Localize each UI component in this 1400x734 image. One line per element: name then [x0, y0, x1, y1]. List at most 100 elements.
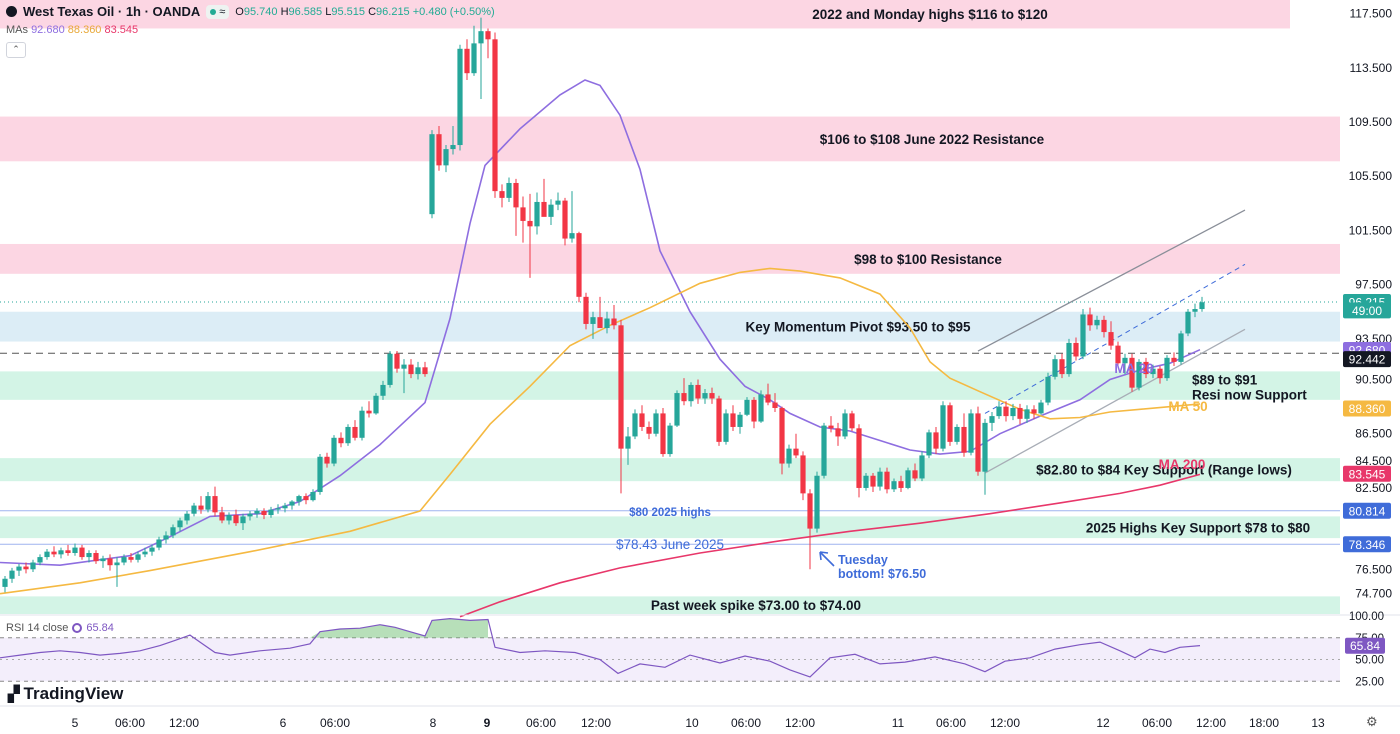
- price-tag-bg: [1343, 536, 1391, 553]
- y-tick-label: 101.500: [1349, 223, 1393, 237]
- price-tag: 49:00: [1343, 302, 1391, 319]
- candle: [177, 517, 183, 532]
- candle: [450, 126, 456, 155]
- candle-body: [135, 554, 141, 560]
- candle-body: [170, 527, 176, 536]
- candle-body: [912, 470, 918, 479]
- candle-body: [947, 405, 953, 442]
- candle: [1038, 399, 1044, 415]
- channel-middle-line: [984, 263, 1246, 414]
- candle-body: [366, 410, 372, 414]
- candle: [590, 311, 596, 339]
- candle: [317, 454, 323, 495]
- zone-resistance-2: [0, 243, 1340, 274]
- candle: [842, 409, 848, 440]
- candle: [863, 473, 869, 491]
- candle-body: [198, 505, 204, 510]
- collapse-legend-button[interactable]: ⌃: [6, 42, 26, 58]
- candle-body: [352, 426, 358, 438]
- candle-body: [247, 513, 253, 517]
- x-tick-label: 12: [1096, 716, 1110, 730]
- candle: [16, 563, 22, 577]
- annotation-tuesday-bottom: Tuesday bottom! $76.50: [838, 553, 926, 581]
- ma-line-2: [459, 473, 1201, 618]
- candle-body: [1108, 332, 1114, 346]
- candle-body: [212, 496, 218, 513]
- zone-label-0: 2022 and Monday highs $116 to $120: [812, 7, 1048, 22]
- gear-icon[interactable]: ⚙: [1366, 714, 1378, 729]
- candle-body: [555, 200, 561, 205]
- candle-body: [163, 535, 169, 540]
- candle: [464, 39, 470, 80]
- rsi-legend[interactable]: RSI 14 close 65.84: [6, 622, 114, 634]
- open-value: 95.740: [243, 5, 278, 18]
- price-tag-text: 83.545: [1349, 467, 1386, 481]
- y-tick-label: 76.500: [1355, 562, 1392, 576]
- price-tag-text: 92.442: [1349, 353, 1386, 367]
- candle: [821, 422, 827, 479]
- candle: [1066, 338, 1072, 377]
- candle-body: [751, 399, 757, 422]
- symbol-title[interactable]: West Texas Oil · 1h · OANDA: [23, 4, 201, 19]
- annotation-2025-highs: $80 2025 highs: [629, 507, 711, 519]
- candle-body: [100, 558, 106, 562]
- close-label: C: [368, 5, 377, 18]
- symbol-header[interactable]: West Texas Oil · 1h · OANDA ≈ O95.740 H9…: [6, 4, 495, 19]
- zone-resistance-1: [0, 116, 1340, 162]
- candle: [1150, 364, 1156, 379]
- price-tag: 92.442: [1343, 351, 1391, 368]
- candle-body: [744, 399, 750, 415]
- candle-body: [30, 562, 36, 570]
- candle: [170, 524, 176, 539]
- candle: [198, 496, 204, 514]
- candle: [919, 451, 925, 482]
- candle-body: [485, 31, 491, 40]
- tradingview-logo-text: TradingView: [23, 684, 124, 703]
- candle: [1115, 341, 1121, 368]
- candle: [562, 197, 568, 246]
- candle-body: [289, 501, 295, 506]
- channel-upper-line: [977, 209, 1246, 352]
- y-tick-label: 117.500: [1350, 7, 1393, 21]
- candle: [604, 311, 610, 334]
- ma-legend[interactable]: MAs 92.680 88.360 83.545: [6, 24, 138, 36]
- candle: [247, 510, 253, 521]
- candle: [975, 406, 981, 476]
- candle: [51, 546, 57, 558]
- candle-body: [562, 200, 568, 239]
- candle: [660, 407, 666, 457]
- candle-body: [1052, 359, 1058, 377]
- candle-body: [821, 425, 827, 476]
- candle-body: [653, 413, 659, 434]
- candle-body: [709, 393, 715, 399]
- candle-body: [688, 384, 694, 402]
- candle-body: [2, 578, 8, 587]
- candle: [1101, 315, 1107, 338]
- candle-body: [149, 547, 155, 552]
- candle-body: [996, 406, 1002, 417]
- candle-body: [338, 437, 344, 444]
- price-tag-text: 88.360: [1349, 402, 1386, 416]
- candle-body: [982, 422, 988, 472]
- candle-body: [1045, 376, 1051, 403]
- y-tick-label: 82.500: [1355, 481, 1392, 495]
- y-tick-label: 90.500: [1355, 373, 1392, 387]
- candle: [814, 471, 820, 533]
- high-value: 96.585: [288, 5, 323, 18]
- market-status-pill[interactable]: ≈: [206, 4, 230, 19]
- candle-body: [345, 426, 351, 444]
- tradingview-logo[interactable]: ▞ TradingView: [8, 684, 123, 704]
- candle-body: [779, 407, 785, 464]
- candle-body: [1185, 311, 1191, 334]
- candle-body: [814, 475, 820, 529]
- zone-label-5: $82.80 to $84 Key Support (Range lows): [1036, 463, 1292, 478]
- candle-body: [261, 510, 267, 516]
- candle-body: [1094, 319, 1100, 326]
- candle: [1031, 405, 1037, 419]
- candle: [23, 562, 29, 574]
- candle-body: [422, 367, 428, 375]
- candle-body: [317, 456, 323, 493]
- high-label: H: [280, 5, 289, 18]
- ma-legend-label: MAs: [6, 24, 28, 36]
